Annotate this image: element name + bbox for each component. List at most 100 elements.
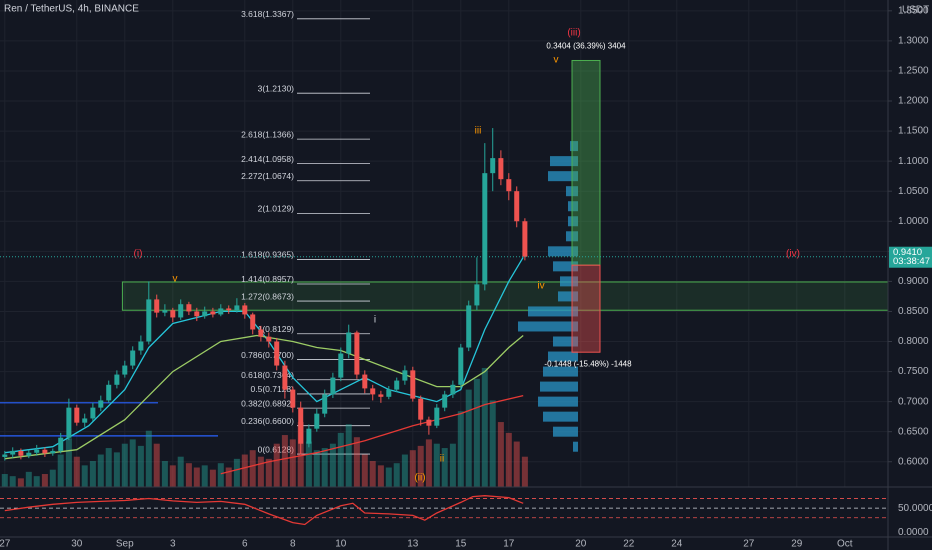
volume-bar (497, 422, 504, 487)
fib-label: 1(0.8129) (258, 324, 295, 334)
candle-body (218, 308, 224, 315)
candle-body (130, 350, 136, 366)
volume-bar (145, 430, 152, 487)
candle-body (2, 454, 8, 457)
volume-bar (129, 439, 136, 487)
volume-bar (169, 465, 176, 487)
volume-bar (177, 456, 184, 487)
x-tick-label: 20 (575, 539, 587, 550)
volume-bar (9, 476, 16, 487)
candle-body (482, 173, 488, 285)
currency: USDT (902, 5, 929, 16)
candle-body (362, 374, 368, 389)
candle-body (434, 407, 440, 426)
volume-profile-bar (543, 411, 578, 422)
volume-bar (1, 474, 8, 487)
volume-bar (465, 389, 472, 487)
position-loss-label: -0.1448 (-15.48%) -1448 (544, 359, 632, 368)
wave-label: ii (440, 454, 444, 465)
volume-bar (505, 432, 512, 487)
volume-bar (105, 448, 112, 487)
y-tick-label: 1.1500 (898, 126, 929, 137)
candle-body (410, 370, 416, 399)
candle-body (186, 304, 192, 312)
volume-bar (425, 439, 432, 487)
candle-body (210, 311, 216, 315)
volume-bar (321, 448, 328, 487)
candle-body (34, 449, 40, 453)
candle-body (226, 308, 232, 311)
volume-profile-bar (538, 396, 578, 407)
volume-bar (217, 463, 224, 487)
volume-bar (209, 469, 216, 487)
candle-body (346, 332, 352, 354)
volume-bar (369, 461, 376, 487)
x-tick-label: 29 (791, 539, 803, 550)
volume-bar (305, 441, 312, 487)
fib-label: 2.414(1.0958) (241, 154, 294, 164)
fib-label: 0(0.6128) (258, 444, 295, 454)
volume-bar (449, 443, 456, 487)
wave-label: iii (475, 126, 482, 137)
volume-bar (289, 439, 296, 487)
volume-bar (513, 441, 520, 487)
x-tick-label: 17 (503, 539, 515, 550)
wave-label: i (374, 315, 376, 326)
volume-bar (281, 435, 288, 487)
candle-body (394, 380, 400, 390)
candle-body (306, 428, 312, 444)
volume-bar (257, 456, 264, 487)
candle-body (122, 365, 128, 375)
y-tick-label: 0.7000 (898, 396, 929, 407)
y-tick-label: 1.0500 (898, 186, 929, 197)
y-tick-label: 1.2000 (898, 96, 929, 107)
volume-bar (417, 445, 424, 487)
candle-body (154, 299, 160, 313)
candle-body (26, 452, 32, 456)
wave-label: v (554, 55, 559, 66)
volume-bar (121, 443, 128, 487)
fib-label: 2.272(1.0674) (241, 171, 294, 181)
y-tick-label: 1.2500 (898, 66, 929, 77)
y-tick-label: 1.3500 (898, 5, 929, 16)
volume-profile-bar (568, 201, 578, 212)
volume-bar (481, 367, 488, 487)
candle-body (450, 384, 456, 395)
volume-profile-bar (518, 321, 578, 332)
candle-body (42, 449, 48, 454)
y-tick-label: 0.8000 (898, 336, 929, 347)
x-tick-label: 24 (671, 539, 683, 550)
volume-bar (233, 458, 240, 487)
wave-label: (ii) (414, 473, 425, 484)
candle-body (58, 437, 64, 451)
candle-body (202, 311, 208, 317)
volume-bar (33, 476, 40, 487)
candle-body (498, 158, 504, 180)
last-price-label: 0.9410 (893, 247, 922, 258)
y-tick-label: 0.6000 (898, 456, 929, 467)
volume-bar (489, 400, 496, 487)
volume-bar (345, 424, 352, 487)
candle-body (442, 394, 448, 408)
chart-title: Ren / TetherUS, 4h, BINANCE (4, 4, 139, 15)
candle-body (298, 407, 304, 444)
candle-body (74, 407, 80, 423)
volume-bar (361, 454, 368, 487)
x-tick-label: 10 (335, 539, 347, 550)
candle-body (114, 374, 120, 385)
x-tick-label: 8 (290, 539, 296, 550)
fib-label: 3(1.2130) (258, 83, 295, 93)
fib-label: 1.618(0.9365) (241, 250, 294, 260)
wave-label: (iv) (786, 249, 800, 260)
candle-body (402, 370, 408, 381)
volume-bar (273, 443, 280, 487)
volume-bar (385, 467, 392, 487)
volume-bar (25, 471, 32, 487)
candle-body (282, 365, 288, 390)
position-profit-label: 0.3404 (36.39%) 3404 (546, 42, 626, 51)
x-tick-label: 13 (407, 539, 419, 550)
volume-bar (337, 432, 344, 487)
candle-body (290, 389, 296, 408)
fib-label: 0.618(0.7364) (241, 370, 294, 380)
